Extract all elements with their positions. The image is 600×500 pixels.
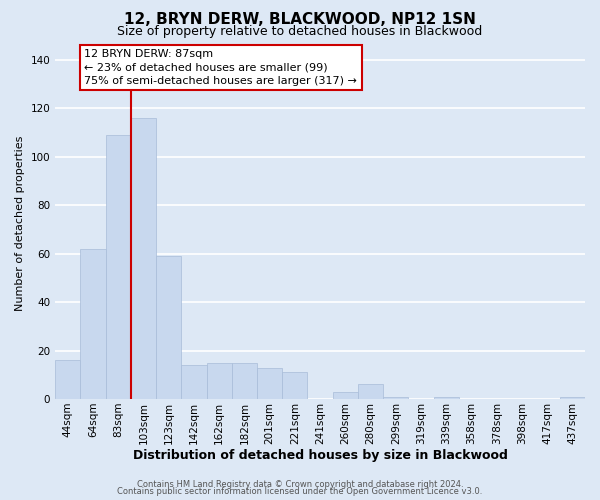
Bar xyxy=(55,360,80,399)
Bar xyxy=(282,372,307,399)
Y-axis label: Number of detached properties: Number of detached properties xyxy=(15,136,25,311)
Text: Size of property relative to detached houses in Blackwood: Size of property relative to detached ho… xyxy=(118,25,482,38)
Bar xyxy=(80,248,106,399)
Bar xyxy=(434,396,459,399)
Text: Contains HM Land Registry data © Crown copyright and database right 2024.: Contains HM Land Registry data © Crown c… xyxy=(137,480,463,489)
Text: 12 BRYN DERW: 87sqm
← 23% of detached houses are smaller (99)
75% of semi-detach: 12 BRYN DERW: 87sqm ← 23% of detached ho… xyxy=(85,50,357,86)
Bar xyxy=(181,365,206,399)
Bar xyxy=(106,135,131,399)
Bar xyxy=(257,368,282,399)
Bar xyxy=(131,118,156,399)
Bar xyxy=(383,396,409,399)
Bar xyxy=(156,256,181,399)
Bar xyxy=(358,384,383,399)
Bar xyxy=(560,396,585,399)
X-axis label: Distribution of detached houses by size in Blackwood: Distribution of detached houses by size … xyxy=(133,450,508,462)
Bar xyxy=(232,362,257,399)
Bar xyxy=(206,362,232,399)
Bar xyxy=(332,392,358,399)
Text: Contains public sector information licensed under the Open Government Licence v3: Contains public sector information licen… xyxy=(118,487,482,496)
Text: 12, BRYN DERW, BLACKWOOD, NP12 1SN: 12, BRYN DERW, BLACKWOOD, NP12 1SN xyxy=(124,12,476,28)
